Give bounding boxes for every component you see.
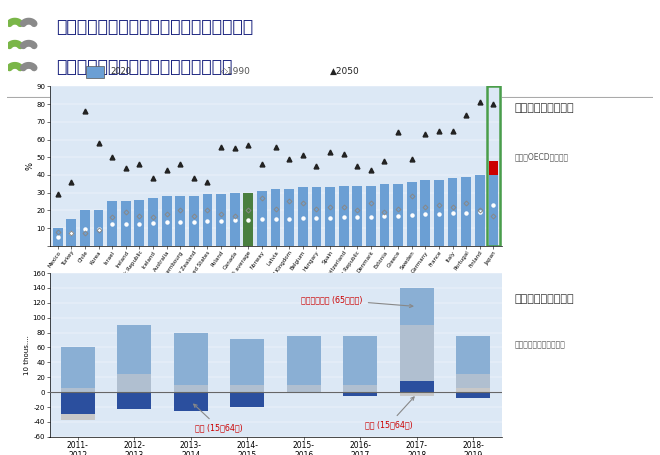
Bar — [287, 384, 321, 392]
Bar — [80, 210, 90, 246]
Bar — [400, 325, 434, 381]
Bar — [457, 374, 490, 389]
Bar — [400, 392, 434, 396]
Text: 高齢者従属人口指数: 高齢者従属人口指数 — [515, 103, 574, 113]
Bar — [366, 186, 376, 246]
Bar — [107, 202, 117, 246]
Text: 出典：日本の労働力調査: 出典：日本の労働力調査 — [515, 341, 566, 350]
Bar — [400, 381, 434, 392]
Text: 日本のスキルニーズは変容しつつある: 日本のスキルニーズは変容しつつある — [56, 58, 232, 76]
Bar — [53, 228, 63, 246]
Bar — [135, 200, 145, 246]
Bar — [284, 189, 294, 246]
Bar — [461, 177, 471, 246]
Text: 2020: 2020 — [110, 67, 131, 76]
Bar — [174, 384, 208, 392]
Bar — [189, 196, 199, 246]
Bar — [343, 384, 378, 392]
Bar — [121, 202, 131, 246]
Text: 出典：OECD人口統計: 出典：OECD人口統計 — [515, 152, 569, 162]
Text: 女性 (15～64歳): 女性 (15～64歳) — [365, 397, 414, 430]
Bar — [117, 392, 151, 409]
Bar — [117, 374, 151, 392]
Bar — [457, 336, 490, 374]
Bar — [312, 187, 321, 246]
Bar — [352, 186, 362, 246]
Bar — [176, 196, 185, 246]
Bar — [230, 384, 264, 392]
Bar — [244, 192, 253, 246]
Bar — [488, 175, 498, 246]
Bar — [393, 184, 403, 246]
Bar — [488, 161, 498, 246]
Bar — [457, 392, 490, 398]
Bar — [230, 192, 240, 246]
Bar — [230, 392, 264, 407]
Bar — [447, 178, 457, 246]
Bar — [203, 194, 213, 246]
Bar — [475, 175, 484, 246]
Text: 高年齢労働者 (65歳以上): 高年齢労働者 (65歳以上) — [302, 295, 412, 308]
Bar — [67, 219, 76, 246]
Bar — [86, 66, 104, 78]
Bar — [61, 415, 95, 420]
Bar — [174, 392, 208, 411]
Bar — [287, 336, 321, 384]
Bar — [325, 187, 335, 246]
Bar — [94, 210, 104, 246]
Bar — [216, 194, 226, 246]
Y-axis label: 10 thous....: 10 thous.... — [24, 335, 30, 375]
Bar — [257, 191, 267, 246]
Bar — [343, 336, 378, 384]
Bar — [488, 161, 498, 175]
Bar — [487, 86, 500, 246]
Y-axis label: %: % — [26, 162, 35, 170]
Bar — [61, 348, 95, 389]
Text: ▲2050: ▲2050 — [330, 67, 360, 76]
Text: しかし、新しい技術と急速な高齢化により: しかし、新しい技術と急速な高齢化により — [56, 18, 253, 35]
Bar — [148, 198, 158, 246]
Bar — [61, 392, 95, 415]
Bar — [174, 333, 208, 384]
Bar — [230, 339, 264, 384]
Bar — [117, 325, 151, 374]
Text: 男性 (15～64歳): 男性 (15～64歳) — [194, 404, 243, 432]
Bar — [343, 392, 378, 396]
Bar — [457, 389, 490, 392]
Bar — [407, 182, 416, 246]
Text: ◇1990: ◇1990 — [221, 67, 251, 76]
Bar — [298, 187, 308, 246]
Bar — [61, 389, 95, 392]
Bar — [271, 189, 280, 246]
Bar — [434, 180, 444, 246]
Bar — [339, 186, 348, 246]
Bar — [162, 196, 172, 246]
Bar — [379, 184, 389, 246]
Bar — [420, 180, 430, 246]
Bar — [400, 288, 434, 325]
Text: 就業者数変動の構成: 就業者数変動の構成 — [515, 294, 574, 304]
